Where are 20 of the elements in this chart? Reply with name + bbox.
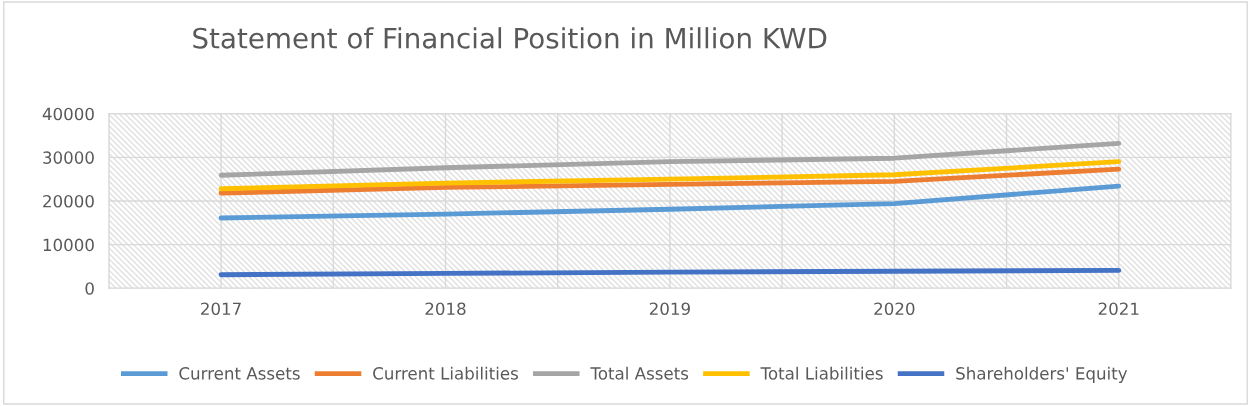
y-tick-label: 40000 bbox=[42, 107, 94, 121]
y-tick-label: 10000 bbox=[43, 238, 94, 252]
line-series bbox=[218, 183, 1122, 221]
legend-label: Shareholders' Equity bbox=[956, 366, 1128, 383]
x-tick-label: 2018 bbox=[425, 302, 466, 316]
y-tick-label: 20000 bbox=[43, 194, 94, 208]
y-tick-label: 0 bbox=[85, 282, 94, 295]
legend-label: Current Assets bbox=[179, 367, 300, 380]
x-tick-label: 2017 bbox=[201, 302, 241, 316]
chart-title: Statement of Financial Position in Million KWD bbox=[193, 27, 827, 49]
legend-label: Total Liabilities bbox=[760, 366, 883, 380]
x-tick-label: 2021 bbox=[1098, 302, 1139, 316]
y-tick-label: 30000 bbox=[43, 151, 94, 164]
legend-label: Current Liabilities bbox=[373, 366, 518, 380]
line-series bbox=[218, 140, 1122, 178]
line-series bbox=[218, 159, 1122, 192]
legend-label: Total Assets bbox=[590, 366, 689, 380]
x-tick-label: 2020 bbox=[874, 302, 915, 316]
x-tick-label: 2019 bbox=[649, 302, 690, 316]
line-series bbox=[218, 166, 1122, 196]
